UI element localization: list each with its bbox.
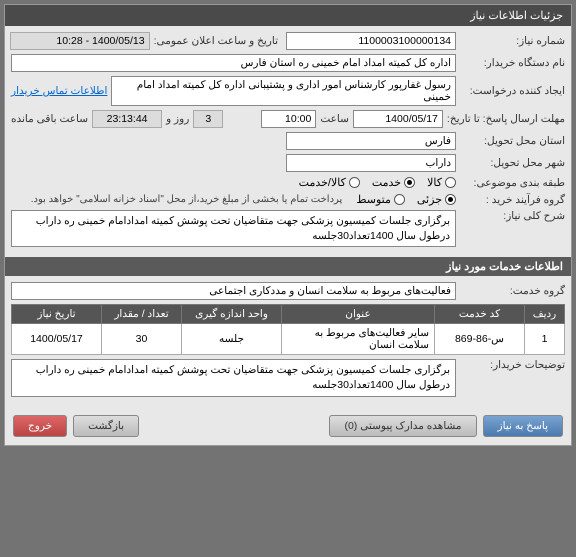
deadline-label: مهلت ارسال پاسخ: تا تاریخ: xyxy=(447,113,565,125)
time-label-1: ساعت xyxy=(320,113,349,125)
group-label: گروه خدمت: xyxy=(460,285,565,297)
creator-field: رسول غفارپور کارشناس امور اداری و پشتیبا… xyxy=(111,76,456,106)
radio-medium-label: متوسط xyxy=(356,193,391,206)
process-note: پرداخت تمام یا بخشی از مبلغ خرید،از محل … xyxy=(31,194,343,205)
request-no-field: 1100003100000134 xyxy=(286,32,456,50)
category-label: طبقه بندی موضوعی: xyxy=(460,177,565,189)
radio-minor[interactable] xyxy=(445,194,456,205)
table-row: 1 س-86-869 سایر فعالیت‌های مربوط به سلام… xyxy=(12,324,565,355)
cell-qty: 30 xyxy=(102,324,182,355)
th-title: عنوان xyxy=(282,305,435,324)
th-unit: واحد اندازه گیری xyxy=(182,305,282,324)
th-date: تاریخ نیاز xyxy=(12,305,102,324)
buyer-label: نام دستگاه خریدار: xyxy=(460,57,565,69)
remain-time-field: 23:13:44 xyxy=(92,110,162,128)
reply-button[interactable]: پاسخ به نیاز xyxy=(483,415,563,437)
explain-label: توضیحات خریدار: xyxy=(460,359,565,371)
announce-label: تاریخ و ساعت اعلان عمومی: xyxy=(154,35,278,47)
attachments-button[interactable]: مشاهده مدارک پیوستی (0) xyxy=(329,415,476,437)
radio-goods-label: کالا xyxy=(427,176,442,189)
buyer-field: اداره کل کمیته امداد امام خمینی ره استان… xyxy=(11,54,456,72)
details-panel: جزئیات اطلاعات نیاز شماره نیاز: 11000031… xyxy=(4,4,572,446)
cell-code: س-86-869 xyxy=(435,324,525,355)
request-no-label: شماره نیاز: xyxy=(460,35,565,47)
services-table: ردیف کد خدمت عنوان واحد اندازه گیری تعدا… xyxy=(11,304,565,355)
exit-button[interactable]: خروج xyxy=(13,415,67,437)
cell-date: 1400/05/17 xyxy=(12,324,102,355)
radio-service[interactable] xyxy=(404,177,415,188)
deadline-date-field: 1400/05/17 xyxy=(353,110,443,128)
form-body: شماره نیاز: 1100003100000134 تاریخ و ساع… xyxy=(5,26,571,257)
th-code: کد خدمت xyxy=(435,305,525,324)
days-field: 3 xyxy=(193,110,223,128)
back-button[interactable]: بازگشت xyxy=(73,415,139,437)
explain-field: برگزاری جلسات کمیسیون پزشکی جهت متقاضیان… xyxy=(11,359,456,396)
radio-service-label: خدمت xyxy=(372,176,401,189)
announce-field: 1400/05/13 - 10:28 xyxy=(10,32,150,50)
contact-link[interactable]: اطلاعات تماس خریدار xyxy=(11,85,107,97)
city-label: شهر محل تحویل: xyxy=(460,157,565,169)
creator-label: ایجاد کننده درخواست: xyxy=(460,85,565,97)
category-radio-group: کالا خدمت کالا/خدمت xyxy=(299,176,456,189)
desc-label: شرح کلی نیاز: xyxy=(460,210,565,222)
services-body: گروه خدمت: فعالیت‌های مربوط به سلامت انس… xyxy=(5,276,571,406)
button-row: پاسخ به نیاز مشاهده مدارک پیوستی (0) باز… xyxy=(5,407,571,445)
radio-minor-label: جزئی xyxy=(417,193,442,206)
deadline-time-field: 10:00 xyxy=(261,110,316,128)
process-radio-group: جزئی متوسط xyxy=(356,193,456,206)
province-label: استان محل تحویل: xyxy=(460,135,565,147)
group-field: فعالیت‌های مربوط به سلامت انسان و مددکار… xyxy=(11,282,456,300)
th-qty: تعداد / مقدار xyxy=(102,305,182,324)
province-field: فارس xyxy=(286,132,456,150)
services-section-header: اطلاعات خدمات مورد نیاز xyxy=(5,257,571,276)
days-label: روز و xyxy=(166,113,189,125)
radio-both[interactable] xyxy=(349,177,360,188)
th-index: ردیف xyxy=(525,305,565,324)
cell-index: 1 xyxy=(525,324,565,355)
process-label: گروه فرآیند خرید : xyxy=(460,194,565,206)
cell-unit: جلسه xyxy=(182,324,282,355)
radio-medium[interactable] xyxy=(394,194,405,205)
panel-title: جزئیات اطلاعات نیاز xyxy=(5,5,571,26)
remain-label: ساعت باقی مانده xyxy=(11,113,88,125)
radio-both-label: کالا/خدمت xyxy=(299,176,346,189)
city-field: داراب xyxy=(286,154,456,172)
table-header-row: ردیف کد خدمت عنوان واحد اندازه گیری تعدا… xyxy=(12,305,565,324)
cell-title: سایر فعالیت‌های مربوط به سلامت انسان xyxy=(282,324,435,355)
radio-goods[interactable] xyxy=(445,177,456,188)
desc-field: برگزاری جلسات کمیسیون پزشکی جهت متقاضیان… xyxy=(11,210,456,247)
